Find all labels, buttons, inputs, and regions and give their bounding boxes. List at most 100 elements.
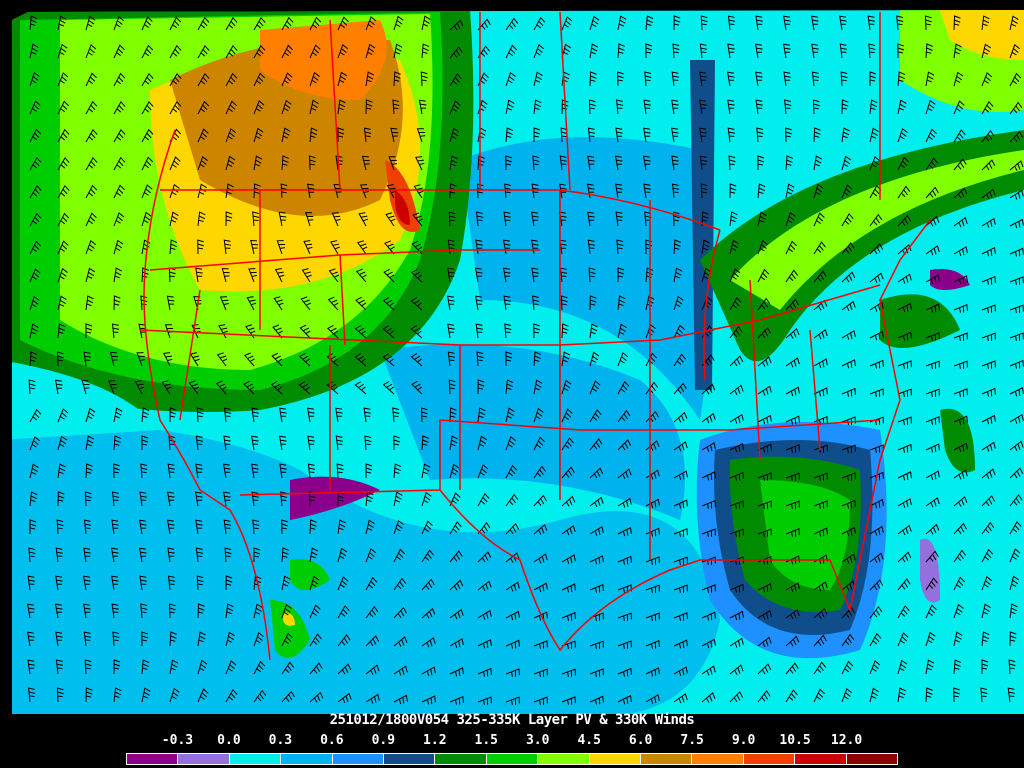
wind-barb <box>477 609 492 620</box>
wind-barb <box>355 296 367 311</box>
wind-barb <box>757 240 769 255</box>
legend-swatch <box>281 754 333 764</box>
wind-barb <box>925 604 937 619</box>
wind-barb <box>588 99 596 115</box>
wind-barb <box>85 295 94 311</box>
wind-barb <box>29 156 42 171</box>
wind-barb <box>785 357 800 368</box>
wind-barb <box>337 634 351 647</box>
wind-barb <box>57 295 67 311</box>
wind-barb <box>449 463 460 479</box>
wind-barb <box>253 632 265 647</box>
wind-barb <box>83 351 91 367</box>
wind-barb <box>981 275 996 285</box>
legend-colorbar <box>126 753 898 765</box>
wind-barb <box>278 211 287 227</box>
legend-swatch <box>538 754 590 764</box>
wind-barb <box>505 407 515 423</box>
wind-barb <box>337 519 346 535</box>
wind-barb <box>449 638 464 648</box>
wind-barb <box>1009 387 1024 397</box>
wind-barb <box>309 16 322 31</box>
wind-barb <box>953 576 966 591</box>
wind-barb <box>29 351 38 367</box>
wind-barb <box>136 352 146 367</box>
wind-barb <box>365 635 380 647</box>
wind-barb <box>476 351 484 367</box>
wind-barb <box>57 463 66 479</box>
legend-swatch <box>229 754 282 764</box>
legend-swatch <box>127 754 179 764</box>
wind-barb <box>617 71 624 87</box>
wind-barb <box>561 640 576 650</box>
wind-barb <box>337 547 348 563</box>
wind-barb <box>194 491 203 507</box>
wind-barb <box>561 379 572 395</box>
legend-label: 10.5 <box>779 733 811 748</box>
wind-barb <box>841 213 854 227</box>
wind-barb <box>505 668 520 677</box>
wind-barb <box>589 409 602 423</box>
wind-barb <box>727 43 735 59</box>
wind-barb <box>421 463 431 479</box>
wind-barb <box>925 631 936 647</box>
wind-barb <box>215 380 227 395</box>
wind-barb <box>273 296 284 311</box>
wind-barb <box>869 99 878 115</box>
wind-barb <box>138 547 147 563</box>
wind-barb <box>477 407 486 423</box>
wind-barb <box>869 660 881 675</box>
wind-barb <box>243 380 255 395</box>
wind-barb <box>925 443 940 453</box>
wind-barb <box>505 522 520 535</box>
wind-barb <box>897 687 906 703</box>
wind-barb <box>559 183 567 199</box>
wind-barb <box>953 687 960 703</box>
legend-label: 6.0 <box>628 733 653 748</box>
wind-barb <box>701 383 716 395</box>
wind-barb <box>253 44 266 59</box>
wind-barb <box>953 100 965 115</box>
wind-barb <box>813 472 828 482</box>
wind-barb <box>897 605 910 619</box>
wind-barb <box>673 528 688 537</box>
wind-barb <box>757 414 772 425</box>
wind-barb <box>1009 440 1024 452</box>
wind-barb <box>27 659 35 675</box>
wind-barb <box>326 353 339 367</box>
wind-barb <box>195 519 203 535</box>
wind-barb <box>671 183 680 199</box>
wind-barb <box>301 268 312 283</box>
wind-barb <box>27 603 35 619</box>
wind-barb <box>673 324 685 339</box>
wind-barb <box>981 441 996 452</box>
wind-barb <box>253 100 265 115</box>
wind-barb <box>195 435 204 451</box>
wind-barb <box>757 183 766 199</box>
wind-barb <box>335 407 343 423</box>
wind-barb <box>223 491 231 507</box>
wind-barb <box>392 407 400 423</box>
wind-barb <box>897 302 912 313</box>
wind-barb <box>729 442 744 453</box>
legend-label: -0.3 <box>161 733 194 748</box>
wind-barb <box>701 471 716 481</box>
wind-barb <box>645 43 653 59</box>
wind-barb <box>477 551 492 563</box>
wind-barb <box>699 71 707 87</box>
wind-barb <box>841 606 856 619</box>
wind-barb <box>477 492 490 507</box>
wind-barb <box>533 465 547 479</box>
wind-barb <box>925 416 940 425</box>
wind-barb <box>925 303 940 313</box>
wind-barb <box>617 295 626 311</box>
wind-barb <box>410 325 423 339</box>
wind-barb <box>953 549 967 563</box>
wind-barb <box>281 575 291 591</box>
wind-barb <box>365 605 379 619</box>
wind-barb <box>85 129 98 143</box>
wind-barb <box>925 274 940 285</box>
wind-barb <box>505 71 516 87</box>
wind-barb <box>533 582 548 593</box>
wind-barb <box>410 269 423 283</box>
